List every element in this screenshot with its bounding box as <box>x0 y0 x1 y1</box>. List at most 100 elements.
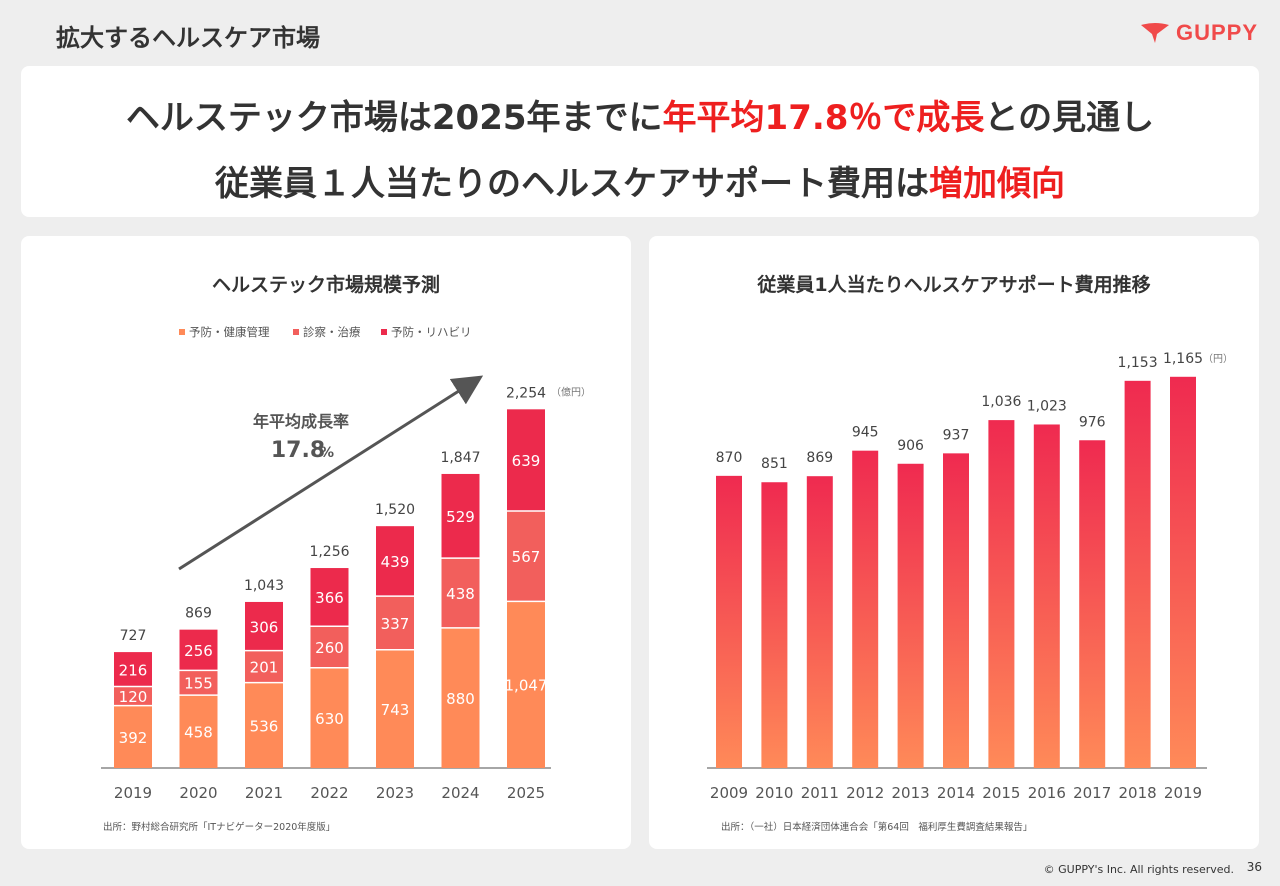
bar <box>1124 380 1151 768</box>
value-label: 906 <box>897 438 924 454</box>
bar-segment <box>310 626 349 668</box>
x-tick-label: 2011 <box>801 784 839 802</box>
total-label: 869 <box>185 606 212 622</box>
data-label: 306 <box>250 618 279 636</box>
bar-segment <box>245 682 283 768</box>
x-tick-label: 2014 <box>937 784 975 802</box>
value-label: 1,023 <box>1027 398 1067 414</box>
x-tick-label: 2010 <box>755 784 793 802</box>
data-label: 536 <box>250 717 279 735</box>
annotation-label: 年平均成長率 <box>253 412 349 431</box>
brand-name: GUPPY <box>1175 20 1258 45</box>
x-tick-label: 2018 <box>1119 784 1157 802</box>
value-label: 869 <box>806 450 833 466</box>
legend-swatch <box>381 329 387 335</box>
headline-text: との見通し <box>984 98 1155 138</box>
chart-title: ヘルステック市場規模予測 <box>212 273 440 296</box>
data-label: 120 <box>119 688 148 706</box>
data-label: 630 <box>315 710 344 728</box>
value-label: 851 <box>761 456 788 472</box>
unit-label: （円） <box>1203 353 1233 365</box>
market-chart-card: ヘルステック市場規模予測 予防・健康管理 診察・治療 予防・リハビリ 392 120 216… <box>21 236 631 849</box>
value-label: 976 <box>1079 414 1106 430</box>
x-tick-label: 2023 <box>376 784 414 802</box>
bar <box>988 420 1015 768</box>
data-label: 366 <box>315 589 344 607</box>
bar-segment <box>376 649 414 768</box>
page-number: 36 <box>1246 860 1262 874</box>
source-note: 出所：野村総合研究所「ITナビゲーター2020年度版」 <box>103 821 335 833</box>
support-cost-chart: 従業員1人当たりヘルスケアサポート費用推移 870 2009 851 2010 869 20… <box>707 273 1233 833</box>
data-label: 392 <box>119 729 148 747</box>
x-tick-label: 2019 <box>1164 784 1202 802</box>
headline-line-1: ヘルステック市場は2025年までに年平均17.8％で成長との見通し <box>21 90 1259 139</box>
headline-highlight: 増加傾向 <box>929 164 1065 204</box>
total-label: 1,520 <box>375 502 415 518</box>
x-tick-label: 2012 <box>846 784 884 802</box>
bar-segment <box>179 695 218 768</box>
bar-segment <box>507 601 545 768</box>
value-label: 1,153 <box>1118 355 1158 371</box>
support-cost-chart-card: 従業員1人当たりヘルスケアサポート費用推移 870 2009 851 2010 869 20… <box>649 236 1259 849</box>
headline-highlight: 年平均17.8％で成長 <box>662 98 985 138</box>
data-label: 260 <box>315 639 344 657</box>
value-label: 1,165 <box>1163 351 1203 367</box>
x-tick-label: 2013 <box>892 784 930 802</box>
data-label: 458 <box>184 724 213 742</box>
value-label: 1,036 <box>981 394 1021 410</box>
bar <box>716 475 742 768</box>
total-label: 727 <box>120 628 147 644</box>
logo: GUPPY <box>1140 20 1258 46</box>
legend-label: 診察・治療 <box>303 325 361 339</box>
total-label: 1,847 <box>440 450 480 466</box>
bar-segment <box>441 558 480 628</box>
bar-segment <box>114 652 152 687</box>
legend-label: 予防・健康管理 <box>189 325 270 339</box>
bar <box>1079 440 1106 768</box>
legend-swatch <box>293 329 299 335</box>
bar-segment <box>114 686 152 706</box>
x-tick-label: 2019 <box>114 784 152 802</box>
bar <box>897 463 924 768</box>
growth-arrow <box>178 375 484 571</box>
x-tick-label: 2020 <box>179 784 217 802</box>
data-label: 743 <box>381 701 410 719</box>
total-label: 1,043 <box>244 578 284 594</box>
x-tick-label: 2015 <box>982 784 1020 802</box>
x-tick-label: 2022 <box>310 784 348 802</box>
bar <box>943 453 969 768</box>
bar <box>1170 376 1196 768</box>
copyright: © GUPPY's Inc. All rights reserved. <box>1043 863 1234 876</box>
data-label: 1,047 <box>505 677 548 695</box>
data-label: 337 <box>381 615 410 633</box>
bar-segment <box>179 670 218 696</box>
headline-card: ヘルステック市場は2025年までに年平均17.8％で成長との見通し 従業員１人当… <box>21 66 1259 217</box>
data-label: 438 <box>446 585 475 603</box>
data-label: 216 <box>119 661 148 679</box>
x-tick-label: 2021 <box>245 784 283 802</box>
data-label: 567 <box>512 548 541 566</box>
bar-segment <box>376 596 414 650</box>
headline-line-2: 従業員１人当たりのヘルスケアサポート費用は増加傾向 <box>21 156 1259 205</box>
bar-segment <box>245 601 283 651</box>
total-label: 2,254 <box>506 385 546 401</box>
bar-segment <box>507 511 545 602</box>
x-tick-label: 2009 <box>710 784 748 802</box>
data-label: 201 <box>250 659 279 677</box>
value-label: 870 <box>716 450 743 466</box>
x-tick-label: 2025 <box>507 784 545 802</box>
page-title: 拡大するヘルスケア市場 <box>56 24 320 52</box>
bar <box>761 482 788 768</box>
annotation-unit: % <box>320 445 334 461</box>
bar-segment <box>310 568 349 627</box>
bar <box>852 450 879 768</box>
bar-segment <box>114 705 152 768</box>
data-label: 155 <box>184 675 213 693</box>
bar-segment <box>245 650 283 683</box>
bar-segment <box>441 473 480 559</box>
x-tick-label: 2016 <box>1028 784 1066 802</box>
legend-swatch <box>179 329 185 335</box>
value-label: 945 <box>852 425 879 441</box>
headline-text: 従業員１人当たりのヘルスケアサポート費用は <box>215 164 929 204</box>
